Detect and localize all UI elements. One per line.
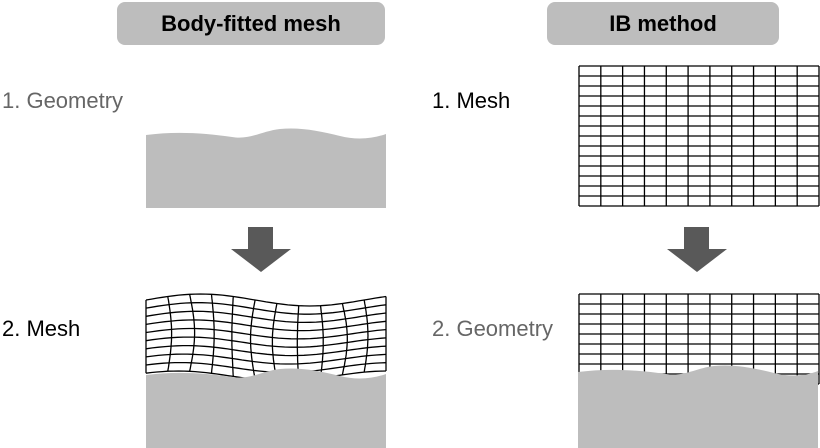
down-arrow-icon	[667, 227, 727, 272]
cartesian-mesh-grid	[578, 65, 820, 207]
mesh-curve-vertical	[271, 303, 278, 382]
mesh-curve-horizontal	[145, 344, 387, 357]
mesh-curve-horizontal	[145, 319, 387, 332]
left-geometry-shape	[146, 128, 386, 208]
right-step2-label: 2. Geometry	[432, 316, 554, 341]
mesh-curve-horizontal	[145, 327, 387, 340]
mesh-curve-vertical	[210, 294, 215, 374]
left-bottom-geometry-shape	[146, 368, 386, 448]
mesh-curve-vertical	[341, 303, 348, 376]
mesh-curve-horizontal	[145, 336, 387, 348]
ib-method-header: IB method	[547, 2, 779, 45]
left-step2-label: 2. Mesh	[2, 316, 81, 341]
mesh-curve-vertical	[188, 294, 196, 372]
mesh-curve-vertical	[249, 299, 256, 380]
down-arrow-icon	[231, 227, 291, 272]
mesh-curve-vertical	[319, 305, 324, 379]
mesh-curve-vertical	[363, 299, 369, 373]
left-step1-label: 1. Geometry	[2, 88, 124, 113]
mesh-curve-vertical	[296, 305, 300, 381]
mesh-curve-horizontal	[145, 310, 387, 324]
right-step1-label: 1. Mesh	[432, 88, 511, 113]
body-fitted-mesh-grid	[145, 293, 387, 382]
mesh-curve-vertical	[167, 296, 173, 372]
mesh-curve-vertical	[231, 296, 234, 377]
right-bottom-geometry-shape	[578, 365, 818, 448]
body-fitted-mesh-header: Body-fitted mesh	[117, 2, 385, 45]
mesh-curve-horizontal	[145, 361, 387, 374]
mesh-curve-horizontal	[145, 293, 387, 307]
mesh-curve-horizontal	[145, 302, 387, 315]
mesh-curve-horizontal	[145, 353, 387, 365]
